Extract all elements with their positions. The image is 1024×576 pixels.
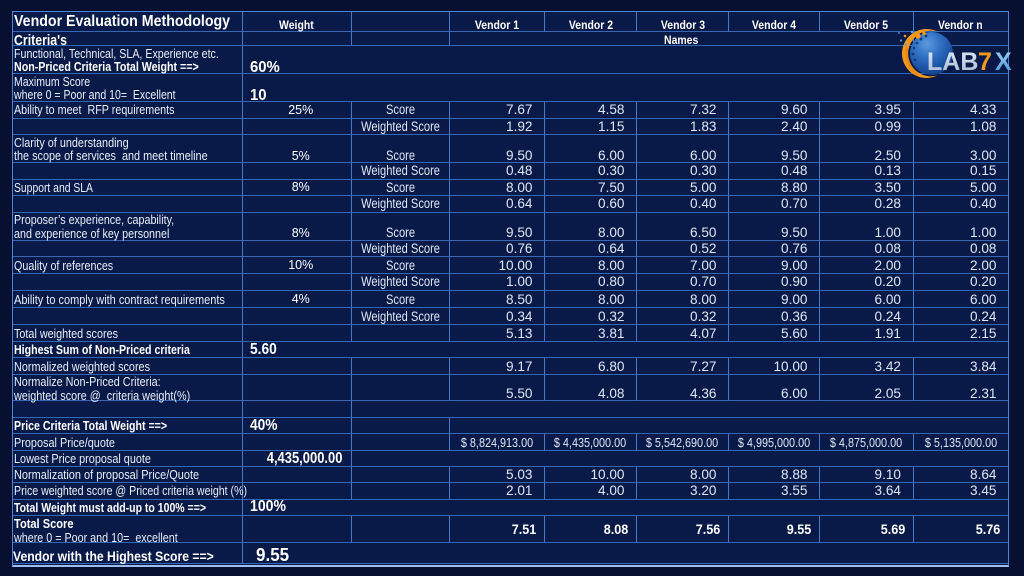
svg-text:X: X [995, 48, 1012, 76]
svg-text:7: 7 [978, 48, 992, 76]
svg-text:LAB: LAB [927, 48, 978, 76]
